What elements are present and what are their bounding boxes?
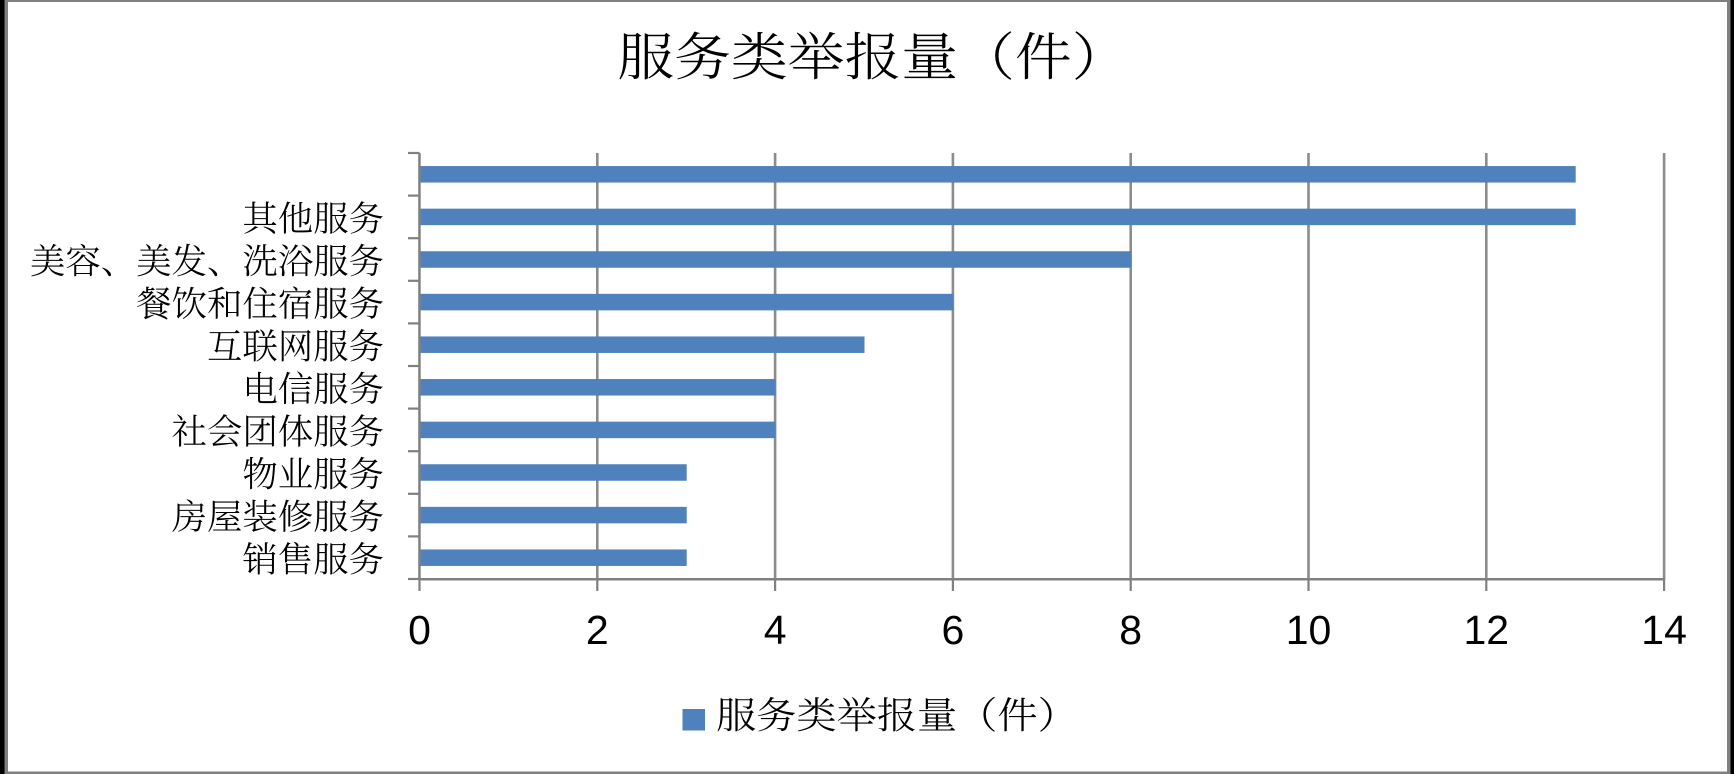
svg-text:12: 12	[1463, 607, 1509, 653]
svg-text:14: 14	[1641, 607, 1687, 653]
svg-text:4: 4	[764, 607, 787, 653]
svg-text:0: 0	[408, 607, 431, 653]
svg-text:10: 10	[1286, 607, 1332, 653]
svg-text:8: 8	[1119, 607, 1142, 653]
svg-text:2: 2	[586, 607, 609, 653]
svg-text:6: 6	[941, 607, 964, 653]
